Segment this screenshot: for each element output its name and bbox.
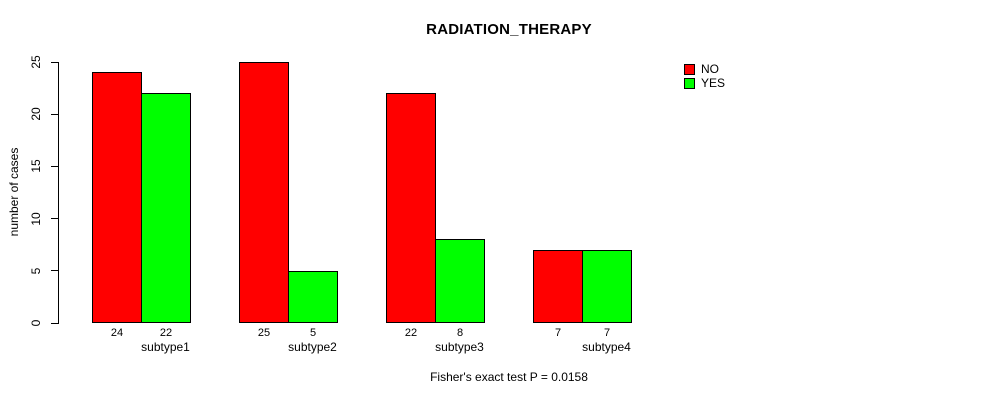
bar-value-label: 7 xyxy=(603,327,611,339)
y-axis-tick xyxy=(51,113,58,115)
bar-no-subtype4 xyxy=(533,249,583,323)
bar-value-label: 25 xyxy=(257,327,271,339)
bar-yes-subtype1 xyxy=(141,93,191,323)
y-axis-tick xyxy=(51,165,58,167)
legend-swatch-yes xyxy=(684,77,695,89)
y-axis-tick xyxy=(51,61,58,63)
bar-value-label: 22 xyxy=(404,327,418,339)
category-label-subtype2: subtype2 xyxy=(288,340,337,354)
y-axis-tick xyxy=(51,270,58,272)
y-axis-tick-label: 15 xyxy=(29,159,43,174)
category-label-subtype3: subtype3 xyxy=(435,340,484,354)
legend: NO YES xyxy=(684,62,725,90)
footnote: Fisher's exact test P = 0.0158 xyxy=(430,370,588,384)
legend-label: NO xyxy=(701,62,719,76)
y-axis-tick xyxy=(51,218,58,220)
y-axis-tick xyxy=(51,322,58,324)
bar-value-label: 7 xyxy=(554,327,562,339)
category-label-subtype4: subtype4 xyxy=(582,340,631,354)
y-axis-tick-label: 25 xyxy=(29,55,43,69)
category-label-subtype1: subtype1 xyxy=(141,340,190,354)
bar-value-label: 22 xyxy=(159,327,173,339)
y-axis-line xyxy=(58,62,59,324)
bar-yes-subtype4 xyxy=(582,249,632,323)
y-axis-tick-label: 20 xyxy=(29,107,43,121)
bar-no-subtype3 xyxy=(386,93,436,323)
legend-item-yes: YES xyxy=(684,76,725,90)
legend-swatch-no xyxy=(684,63,695,75)
legend-item-no: NO xyxy=(684,62,725,76)
bar-yes-subtype3 xyxy=(435,239,485,323)
bar-yes-subtype2 xyxy=(288,270,338,323)
bar-value-label: 5 xyxy=(309,327,317,339)
y-axis-tick-label: 10 xyxy=(29,211,43,226)
y-axis-tick-label: 5 xyxy=(29,267,43,275)
bar-no-subtype2 xyxy=(239,62,289,323)
bar-no-subtype1 xyxy=(92,72,142,323)
legend-label: YES xyxy=(701,76,726,90)
y-axis-tick-label: 0 xyxy=(29,319,43,327)
bar-value-label: 24 xyxy=(110,327,124,339)
bar-value-label: 8 xyxy=(456,327,464,339)
chart-title: RADIATION_THERAPY xyxy=(426,21,592,38)
y-axis-label: number of cases xyxy=(7,147,21,237)
